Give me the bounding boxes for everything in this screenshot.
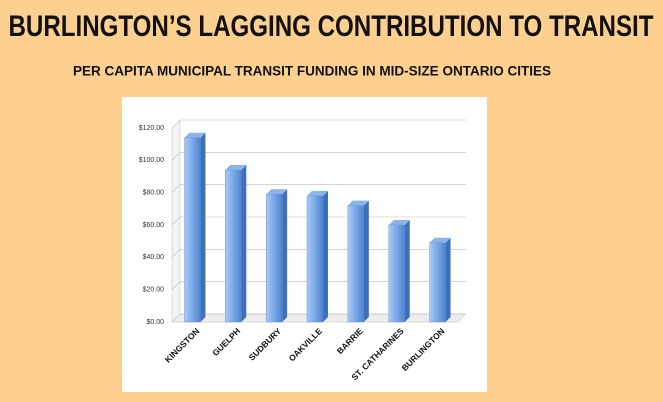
bar-top bbox=[266, 189, 288, 195]
bar-top bbox=[225, 165, 247, 171]
bar-side bbox=[241, 165, 247, 322]
bar-top bbox=[429, 237, 451, 243]
title: BURLINGTON’S LAGGING CONTRIBUTION TO TRA… bbox=[9, 10, 654, 43]
subtitle: PER CAPITA MUNICIPAL TRANSIT FUNDING IN … bbox=[73, 64, 551, 79]
bar-top bbox=[307, 190, 328, 196]
y-tick-label: $120.00 bbox=[139, 125, 164, 132]
bar-side bbox=[323, 190, 328, 322]
bar-top bbox=[347, 200, 369, 206]
y-tick-label: $40.00 bbox=[143, 254, 165, 261]
bar bbox=[265, 194, 283, 323]
bar bbox=[347, 205, 365, 323]
bar-side bbox=[282, 189, 288, 322]
bar bbox=[429, 242, 446, 323]
bar-top bbox=[184, 132, 206, 138]
bar bbox=[388, 224, 405, 323]
grid-line bbox=[171, 313, 466, 323]
y-tick-label: $100.00 bbox=[139, 157, 164, 164]
grid-line bbox=[171, 119, 466, 129]
y-tick-label: $60.00 bbox=[143, 222, 165, 229]
bar-top bbox=[388, 220, 410, 225]
grid-line bbox=[171, 184, 466, 193]
grid-line bbox=[171, 281, 466, 290]
bar bbox=[225, 169, 242, 323]
bar-side bbox=[404, 220, 410, 322]
y-tick-label: $0.00 bbox=[146, 319, 164, 326]
bar-side bbox=[200, 132, 206, 322]
grid-line bbox=[171, 249, 466, 258]
y-tick-label: $20.00 bbox=[143, 287, 165, 294]
bar-side bbox=[363, 200, 369, 322]
bar bbox=[184, 137, 201, 323]
y-tick-label: $80.00 bbox=[143, 190, 165, 197]
bar-side bbox=[445, 237, 451, 322]
chart-panel bbox=[122, 97, 487, 392]
grid-line bbox=[171, 216, 466, 226]
grid-line bbox=[171, 152, 466, 161]
bar bbox=[306, 195, 324, 323]
